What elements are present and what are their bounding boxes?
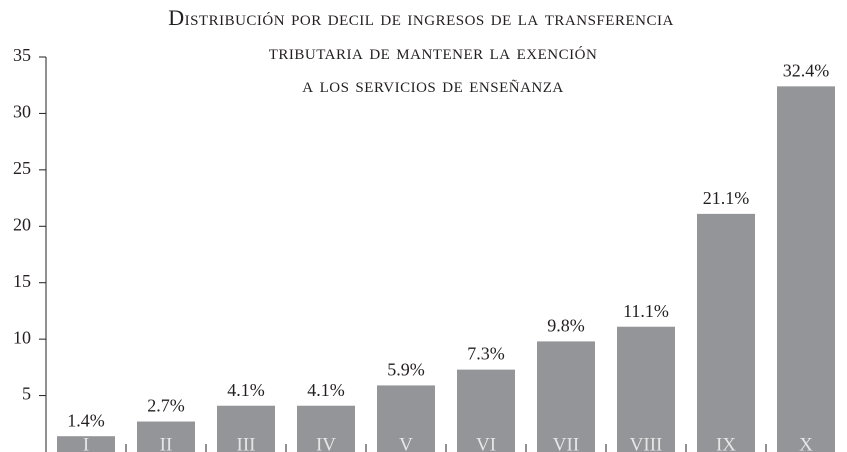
y-tick-label: 5	[22, 384, 31, 404]
value-label: 32.4%	[783, 60, 830, 80]
bar	[617, 326, 675, 452]
chart-title: tributaria de mantener la exención	[269, 39, 598, 64]
chart-title: Distribución por decil de ingresos de la…	[168, 5, 674, 30]
value-label: 9.8%	[547, 316, 585, 336]
bar	[457, 369, 515, 452]
value-label: 4.1%	[227, 380, 265, 400]
bar	[217, 405, 275, 452]
x-tick-label: I	[83, 434, 89, 452]
x-tick-label: VII	[553, 434, 579, 452]
bar	[537, 341, 595, 452]
y-tick-label: 20	[13, 214, 31, 234]
value-label: 4.1%	[307, 380, 345, 400]
value-label: 21.1%	[703, 188, 750, 208]
bar	[137, 421, 195, 452]
bar	[697, 213, 755, 452]
value-label: 5.9%	[387, 360, 425, 380]
bar	[777, 86, 835, 452]
x-tick-label: IX	[716, 434, 736, 452]
x-tick-label: II	[160, 434, 173, 452]
x-tick-label: VIII	[630, 434, 663, 452]
bar	[57, 436, 115, 452]
value-label: 7.3%	[467, 344, 505, 364]
y-tick-label: 25	[13, 158, 31, 178]
bar	[377, 385, 435, 452]
bar	[297, 405, 355, 452]
x-tick-label: IV	[316, 434, 336, 452]
x-tick-label: V	[399, 434, 413, 452]
x-tick-label: X	[799, 434, 813, 452]
x-tick-label: III	[237, 434, 256, 452]
chart-title: a los servicios de enseñanza	[302, 72, 563, 97]
y-tick-label: 10	[13, 327, 31, 347]
y-tick-label: 30	[13, 102, 31, 122]
value-label: 11.1%	[623, 301, 669, 321]
x-tick-label: VI	[476, 434, 496, 452]
value-label: 1.4%	[67, 410, 105, 430]
y-tick-label: 35	[13, 45, 31, 65]
value-label: 2.7%	[147, 396, 185, 416]
y-tick-label: 15	[13, 271, 31, 291]
